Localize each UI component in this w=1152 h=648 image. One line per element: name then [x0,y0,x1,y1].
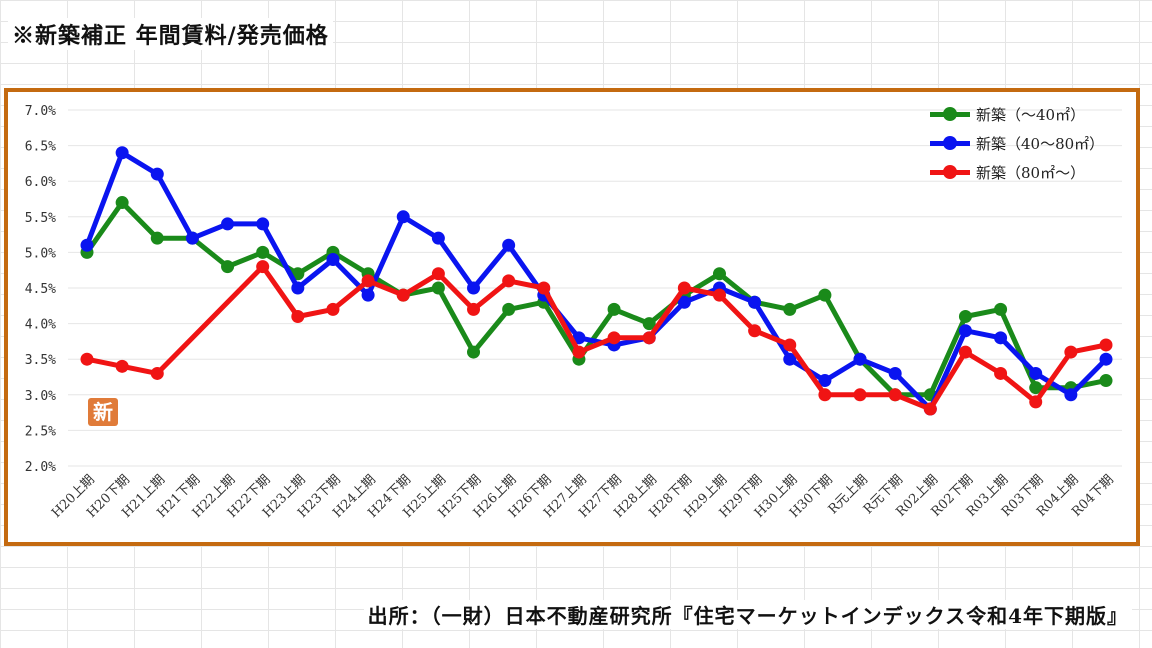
legend-label: 新築（40～80㎡） [976,135,1105,153]
data-point [642,317,656,331]
page-title: ※新築補正 年間賃料/発売価格 [8,18,333,50]
legend-item-small: 新築（～40㎡） [930,100,1104,129]
y-tick-label: 2.0% [25,460,56,475]
data-point [853,388,867,402]
data-point [431,231,445,245]
data-point [783,352,797,366]
data-point [502,274,516,288]
data-point [256,245,270,259]
data-point [677,281,691,295]
data-point [1029,366,1043,380]
new-badge-icon: 新 [88,398,118,426]
data-point [150,167,164,181]
data-point [888,366,902,380]
data-point [958,345,972,359]
data-point [431,267,445,281]
series-line [84,264,1109,412]
data-point [467,302,481,316]
data-point [80,238,94,252]
data-point [607,302,621,316]
data-point [361,288,375,302]
data-point [537,281,551,295]
data-point [818,288,832,302]
data-point [256,260,270,274]
legend-swatch-blue [930,136,970,150]
legend-label: 新築（80㎡～） [976,164,1086,182]
data-point [923,402,937,416]
y-tick-label: 3.5% [25,353,56,368]
data-point [607,331,621,345]
data-point [221,260,235,274]
legend-item-large: 新築（80㎡～） [930,158,1104,187]
y-tick-label: 7.0% [25,104,56,119]
data-point [185,231,199,245]
data-point [326,253,340,267]
data-point [396,288,410,302]
legend-item-medium: 新築（40～80㎡） [930,129,1104,158]
y-tick-label: 5.5% [25,211,56,226]
source-note: 出所：（一財）日本不動産研究所『住宅マーケットインデックス令和4年下期版』 [363,600,1132,629]
data-point [748,324,762,338]
data-point [431,281,445,295]
y-tick-label: 6.5% [25,140,56,155]
data-point [783,338,797,352]
legend-swatch-red [930,165,970,179]
data-point [994,366,1008,380]
data-point [361,274,375,288]
data-point [291,281,305,295]
data-point [467,345,481,359]
data-point [502,302,516,316]
data-point [994,302,1008,316]
data-point [1099,352,1113,366]
data-point [80,352,94,366]
data-point [1064,388,1078,402]
chart-frame [4,88,1140,546]
data-point [853,352,867,366]
data-point [783,302,797,316]
legend-label: 新築（～40㎡） [976,106,1086,124]
data-point [818,388,832,402]
data-point [221,217,235,231]
data-point [572,345,586,359]
data-point [1029,395,1043,409]
data-point [115,359,129,373]
data-point [115,196,129,210]
y-tick-label: 4.0% [25,318,56,333]
y-tick-label: 3.0% [25,389,56,404]
y-tick-label: 6.0% [25,175,56,190]
data-point [502,238,516,252]
data-point [256,217,270,231]
series-line [84,200,1109,398]
data-point [1029,381,1043,395]
y-tick-label: 5.0% [25,246,56,261]
legend-swatch-green [930,107,970,121]
data-point [326,302,340,316]
data-point [994,331,1008,345]
data-point [150,366,164,380]
y-tick-label: 2.5% [25,424,56,439]
chart-legend: 新築（～40㎡） 新築（40～80㎡） 新築（80㎡～） [930,100,1104,187]
data-point [150,231,164,245]
data-point [818,374,832,388]
data-point [1064,345,1078,359]
data-point [958,324,972,338]
data-point [642,331,656,345]
data-point [1099,338,1113,352]
data-point [396,210,410,224]
data-point [888,388,902,402]
y-tick-label: 4.5% [25,282,56,297]
data-point [467,281,481,295]
data-point [291,309,305,323]
data-point [677,295,691,309]
data-point [748,295,762,309]
data-point [712,267,726,281]
data-point [1099,374,1113,388]
data-point [958,309,972,323]
data-point [712,288,726,302]
data-point [115,146,129,160]
